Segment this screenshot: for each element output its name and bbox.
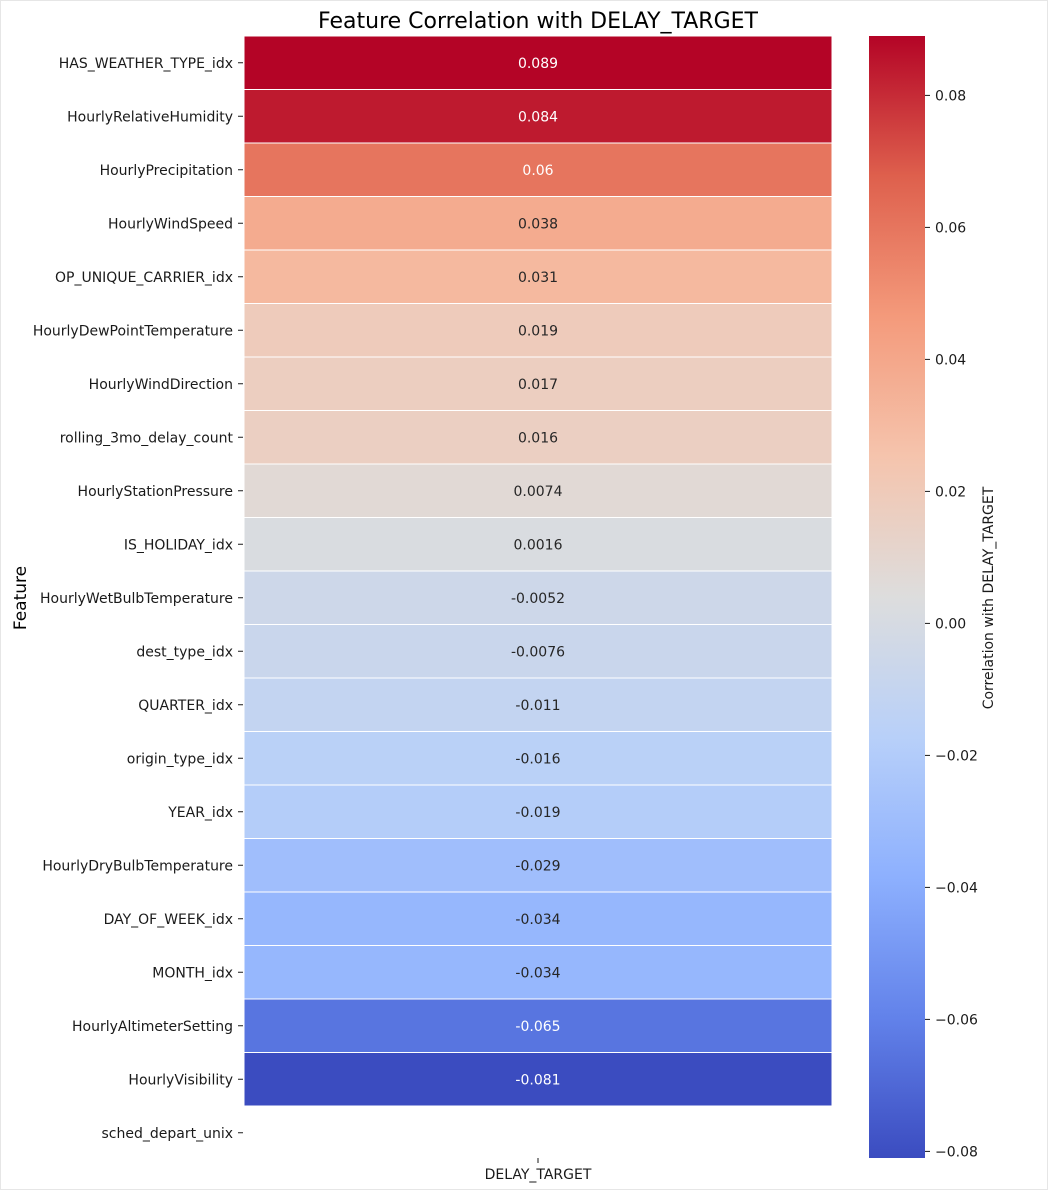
y-tick-label: HAS_WEATHER_TYPE_idx — [59, 56, 233, 72]
heatmap-cell — [243, 945, 833, 1000]
y-tick-label: HourlyDryBulbTemperature — [42, 858, 233, 874]
cell-value-label: -0.0076 — [511, 644, 565, 660]
heatmap-cell — [243, 624, 833, 679]
cell-value-label: -0.081 — [515, 1072, 560, 1088]
y-tick-label: HourlyDewPointTemperature — [33, 323, 233, 339]
y-tick-label: HourlyWetBulbTemperature — [40, 591, 233, 607]
heatmap-cell — [243, 196, 833, 251]
y-tick-label: HourlyStationPressure — [78, 484, 233, 500]
heatmap-cell — [243, 35, 833, 90]
colorbar-label: Correlation with DELAY_TARGET — [981, 486, 997, 709]
chart-title: Feature Correlation with DELAY_TARGET — [318, 9, 758, 34]
cell-value-label: -0.011 — [515, 698, 560, 714]
cell-value-label: -0.065 — [515, 1019, 560, 1035]
colorbar-tick-label: 0.08 — [935, 88, 966, 104]
y-tick-label: HourlyWindDirection — [89, 377, 233, 393]
cell-value-label: 0.084 — [518, 109, 558, 125]
heatmap-cell — [243, 410, 833, 465]
heatmap-cell — [243, 570, 833, 625]
y-tick-label: dest_type_idx — [136, 644, 233, 660]
colorbar-tick-label: −0.02 — [935, 748, 978, 764]
colorbar-tick-label: −0.08 — [935, 1144, 978, 1160]
y-tick-label: HourlyVisibility — [128, 1072, 233, 1088]
colorbar-tick-label: 0.04 — [935, 352, 966, 368]
cell-value-label: -0.016 — [515, 751, 560, 767]
cell-value-label: 0.031 — [518, 270, 558, 286]
y-tick-label: origin_type_idx — [127, 751, 233, 767]
cell-value-label: -0.029 — [515, 858, 560, 874]
y-tick-label: IS_HOLIDAY_idx — [124, 537, 233, 553]
colorbar-tick-label: −0.06 — [935, 1012, 978, 1028]
y-tick-label: rolling_3mo_delay_count — [60, 430, 234, 446]
heatmap-cell — [243, 142, 833, 197]
heatmap-cell — [243, 891, 833, 946]
heatmap-cell — [243, 463, 833, 518]
cell-value-label: 0.017 — [518, 377, 558, 393]
heatmap-cell — [243, 517, 833, 572]
heatmap-cell — [243, 89, 833, 144]
heatmap-cell — [243, 1052, 833, 1107]
cell-value-label: -0.0052 — [511, 591, 565, 607]
y-tick-label: HourlyPrecipitation — [100, 163, 233, 179]
colorbar: 0.08 0.06 0.04 0.02 0.00 −0.02 −0.04 −0.06 −0.08… — [869, 36, 997, 1160]
cell-value-label: 0.0016 — [514, 537, 563, 553]
cell-value-label: 0.016 — [518, 430, 558, 446]
colorbar-tick-label: 0.02 — [935, 484, 966, 500]
y-tick-label: sched_depart_unix — [102, 1126, 234, 1142]
heatmap-cell — [243, 677, 833, 732]
cell-value-label: 0.019 — [518, 323, 558, 339]
cell-value-label: -0.034 — [515, 965, 560, 981]
cell-value-label: -0.034 — [515, 912, 560, 928]
y-tick-labels: HAS_WEATHER_TYPE_idx HourlyRelativeHumidi… — [33, 56, 243, 1142]
colorbar-tick-label: −0.04 — [935, 880, 978, 896]
y-tick-label: MONTH_idx — [152, 965, 233, 981]
y-tick-label: OP_UNIQUE_CARRIER_idx — [55, 270, 233, 286]
cell-value-label: 0.0074 — [514, 484, 563, 500]
cell-value-label: -0.019 — [515, 805, 560, 821]
heatmap-cell — [243, 356, 833, 411]
y-tick-label: DAY_OF_WEEK_idx — [104, 912, 233, 928]
heatmap-cell — [243, 838, 833, 893]
y-tick-label: YEAR_idx — [167, 805, 233, 821]
y-tick-label: HourlyRelativeHumidity — [67, 109, 233, 125]
y-axis-label: Feature — [11, 566, 31, 630]
cell-value-label: 0.06 — [522, 163, 553, 179]
colorbar-tick-label: 0.06 — [935, 220, 966, 236]
y-tick-label: QUARTER_idx — [138, 698, 233, 714]
heatmap-cells: 0.089 0.084 0.06 0.038 0.031 0.019 0.017 0.016 0… — [243, 35, 833, 1107]
y-tick-label: HourlyWindSpeed — [108, 216, 233, 232]
y-tick-label: HourlyAltimeterSetting — [72, 1019, 233, 1035]
cell-value-label: 0.038 — [518, 216, 558, 232]
heatmap-cell — [243, 303, 833, 358]
colorbar-bar — [869, 36, 925, 1158]
colorbar-tick-label: 0.00 — [935, 616, 966, 632]
heatmap-cell — [243, 784, 833, 839]
x-tick-label: DELAY_TARGET — [485, 1167, 592, 1183]
x-tick-labels: DELAY_TARGET — [485, 1158, 592, 1183]
heatmap-cell — [243, 731, 833, 786]
cell-value-label: 0.089 — [518, 56, 558, 72]
